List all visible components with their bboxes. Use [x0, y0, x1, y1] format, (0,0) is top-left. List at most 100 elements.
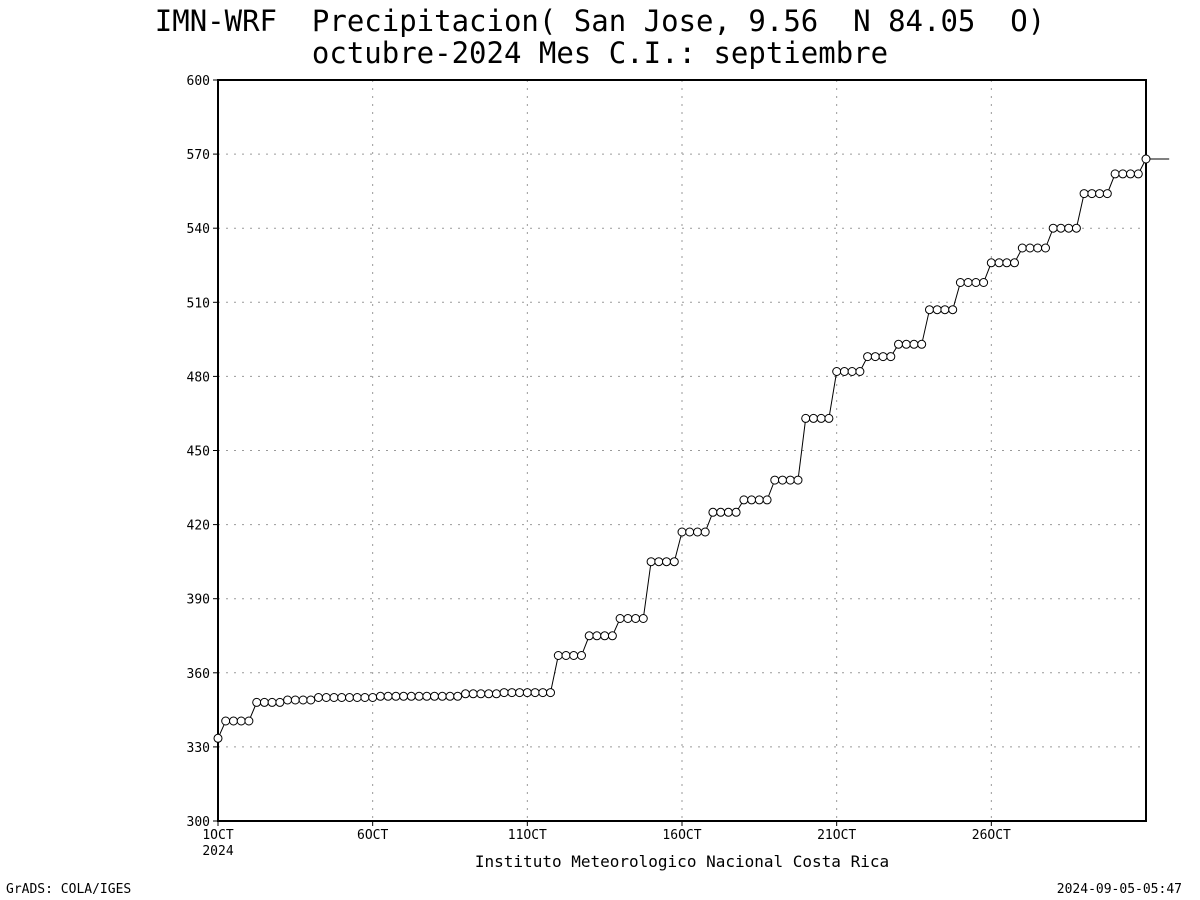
data-point: [329, 693, 339, 702]
data-point: [383, 691, 393, 701]
data-point: [399, 691, 409, 701]
data-point: [406, 691, 416, 701]
data-point: [979, 278, 989, 287]
data-point: [577, 651, 586, 660]
data-point: [306, 695, 316, 705]
data-point: [275, 697, 285, 707]
data-point: [553, 651, 563, 660]
data-point: [894, 339, 903, 349]
x-tick-label: 1OCT: [202, 828, 233, 843]
data-point: [816, 413, 826, 423]
data-point: [654, 557, 664, 567]
data-point: [360, 693, 370, 702]
x-tick-label: 26OCT: [972, 828, 1011, 843]
data-point: [259, 697, 269, 707]
data-point: [824, 413, 834, 423]
data-point: [414, 691, 424, 701]
data-point: [1095, 189, 1105, 199]
data-point: [1056, 223, 1066, 233]
data-point: [1079, 189, 1089, 199]
data-point: [801, 413, 811, 423]
data-point: [368, 693, 378, 702]
data-point: [932, 305, 942, 315]
data-point: [646, 557, 656, 567]
data-point: [445, 691, 455, 701]
footer-credit: GrADS: COLA/IGES: [6, 882, 132, 897]
y-tick-label: 540: [187, 222, 210, 237]
data-point: [1064, 223, 1074, 233]
data-point: [1048, 223, 1058, 233]
y-tick-label: 360: [187, 667, 210, 682]
data-point: [762, 495, 772, 505]
data-point: [213, 733, 223, 743]
data-point: [971, 278, 981, 287]
y-tick-label: 330: [187, 741, 210, 756]
data-point: [491, 689, 501, 699]
x-tick-label: 6OCT: [357, 828, 388, 843]
data-point: [538, 688, 548, 698]
plot-frame: [217, 79, 1147, 822]
data-point: [863, 352, 873, 362]
x-tick-label: 11OCT: [508, 828, 547, 843]
data-point: [507, 688, 517, 698]
data-point: [855, 367, 865, 376]
data-point: [337, 693, 347, 702]
data-point: [484, 689, 494, 699]
y-tick-label: 300: [187, 815, 210, 830]
data-point: [739, 495, 749, 505]
data-point: [229, 716, 238, 726]
data-point: [631, 614, 641, 623]
data-point: [546, 688, 555, 698]
data-point: [638, 614, 648, 623]
chart-subtitle: octubre-2024 Mes C.I.: septiembre: [311, 36, 889, 70]
data-point: [955, 278, 965, 287]
data-point: [1110, 169, 1120, 179]
data-point: [994, 258, 1004, 268]
data-point: [723, 507, 733, 517]
data-point: [592, 631, 602, 641]
y-tick-label: 510: [187, 296, 210, 311]
data-point: [700, 527, 710, 537]
data-point: [1010, 258, 1019, 268]
y-tick-label: 480: [187, 370, 210, 385]
data-point: [986, 258, 996, 268]
data-point: [754, 495, 764, 505]
data-point: [662, 557, 671, 567]
data-point: [1126, 169, 1135, 179]
data-point: [569, 651, 579, 660]
data-point: [1041, 243, 1050, 253]
data-point: [963, 278, 973, 287]
data-point: [809, 413, 818, 423]
grid: [218, 80, 1146, 821]
x-tick-label: 21OCT: [817, 828, 856, 843]
y-tick-label: 390: [187, 593, 210, 608]
x-axis-label: Instituto Meteorologico Nacional Costa R…: [474, 852, 890, 871]
data-point: [615, 614, 625, 623]
data-point: [244, 716, 254, 726]
data-point: [236, 716, 246, 726]
data-point: [886, 352, 896, 362]
data-point: [839, 367, 849, 376]
x-tick-sublabel: 2024: [202, 844, 233, 859]
data-point: [778, 475, 787, 485]
data-point: [925, 305, 934, 315]
data-point: [878, 352, 888, 362]
data-point: [522, 688, 532, 698]
data-point: [870, 352, 880, 362]
data-point: [708, 507, 718, 517]
data-point: [793, 475, 803, 485]
data-point: [561, 651, 571, 660]
data-point: [391, 691, 401, 701]
data-point: [716, 507, 726, 517]
data-point: [917, 339, 927, 349]
data-point: [584, 631, 594, 641]
y-tick-label: 450: [187, 445, 210, 460]
data-point: [437, 691, 447, 701]
data-point: [1002, 258, 1012, 268]
y-tick-label: 420: [187, 519, 210, 534]
data-point: [693, 527, 702, 537]
data-point: [623, 614, 633, 623]
data-point: [298, 695, 308, 705]
